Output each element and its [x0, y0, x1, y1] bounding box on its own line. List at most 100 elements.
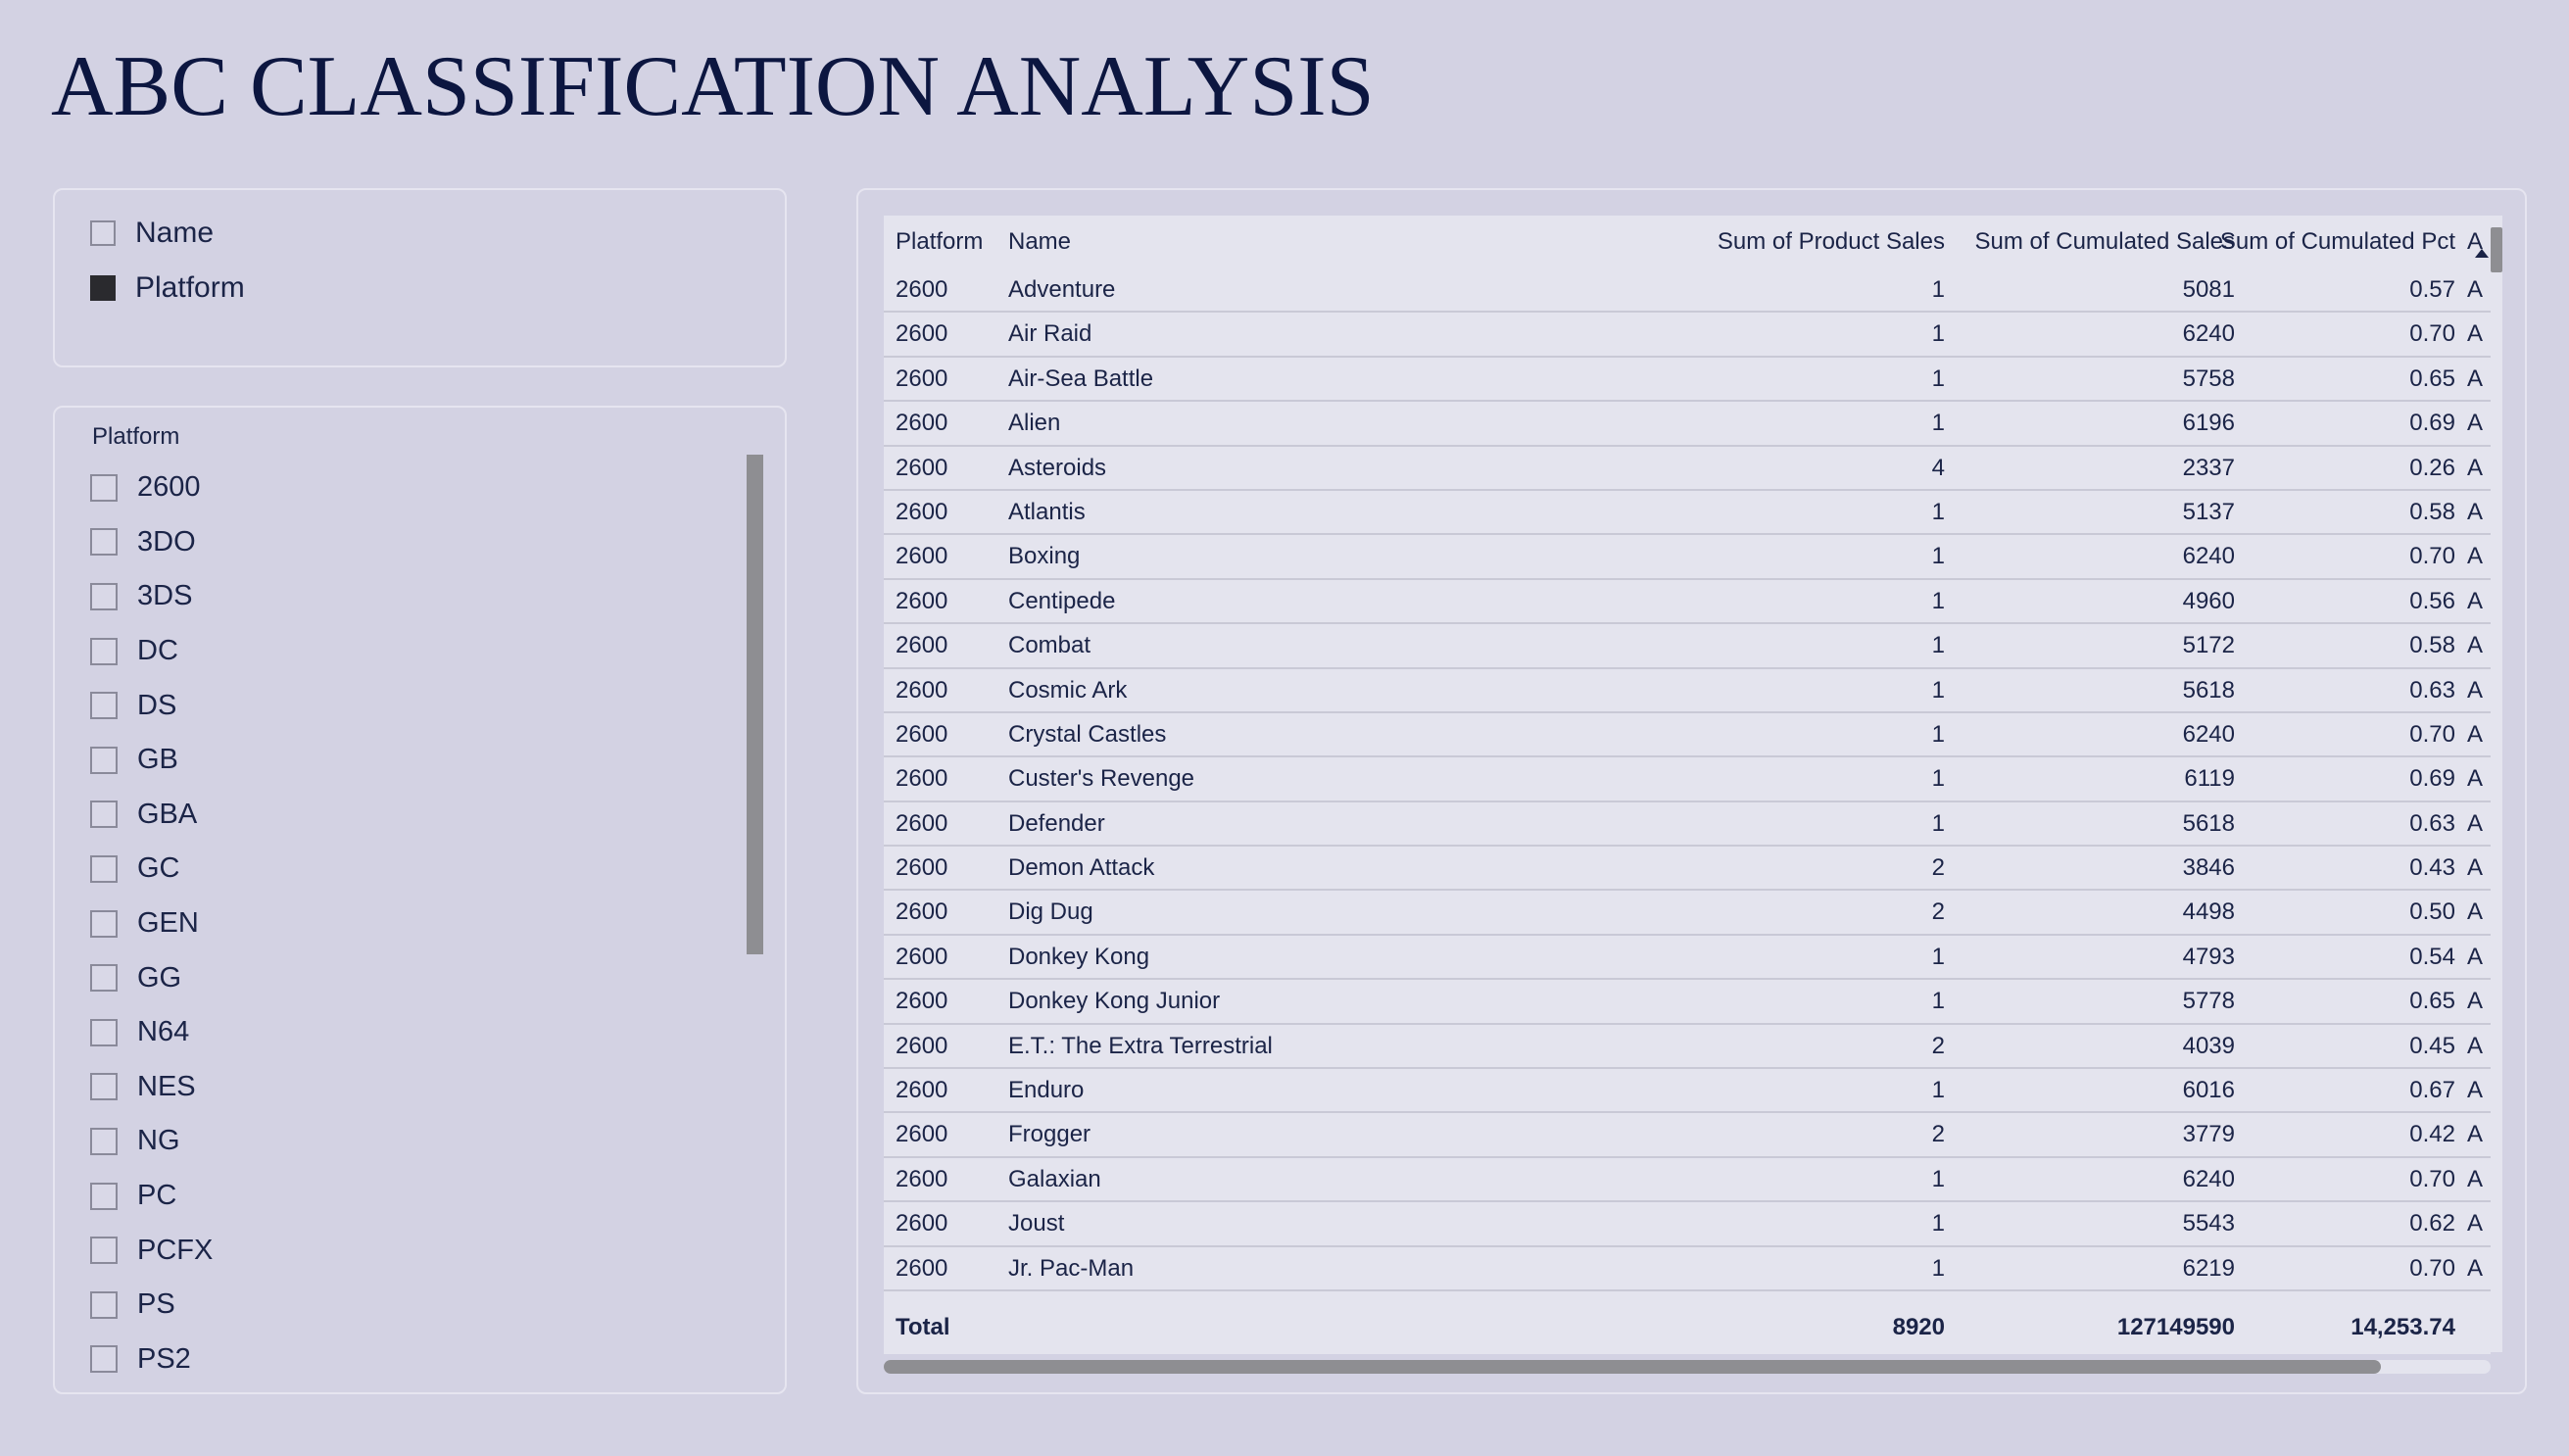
- slicer-item[interactable]: PS: [90, 1278, 213, 1333]
- checkbox[interactable]: [90, 1018, 118, 1046]
- cell-platform: 2600: [896, 632, 948, 659]
- cell-product-sales: 2: [1931, 1032, 1945, 1059]
- slicer-item[interactable]: 2600: [90, 461, 213, 515]
- checkbox-checked[interactable]: [90, 275, 116, 301]
- table-row[interactable]: 2600 Alien 1 6196 0.69 A: [884, 402, 2491, 447]
- cell-product-sales: 1: [1931, 1077, 1945, 1104]
- table-horizontal-scrollbar[interactable]: [884, 1360, 2491, 1374]
- table-row[interactable]: 2600 Enduro 1 6016 0.67 A: [884, 1069, 2491, 1114]
- column-header-abc[interactable]: A: [2467, 228, 2484, 255]
- table-row[interactable]: 2600 Air Raid 1 6240 0.70 A: [884, 313, 2491, 358]
- column-header-name[interactable]: Name: [1008, 228, 1072, 255]
- table-row[interactable]: 2600 Galaxian 1 6240 0.70 A: [884, 1158, 2491, 1203]
- slicer-item[interactable]: PS2: [90, 1333, 213, 1387]
- slicer-item[interactable]: NG: [90, 1114, 213, 1169]
- table-row[interactable]: 2600 Cosmic Ark 1 5618 0.63 A: [884, 669, 2491, 713]
- table-row[interactable]: 2600 Jr. Pac-Man 1 6219 0.70 A: [884, 1247, 2491, 1291]
- cell-product-sales: 1: [1931, 988, 1945, 1015]
- checkbox[interactable]: [90, 528, 118, 557]
- slicer-item[interactable]: PC: [90, 1169, 213, 1224]
- table-row[interactable]: 2600 Combat 1 5172 0.58 A: [884, 624, 2491, 669]
- cell-platform: 2600: [896, 765, 948, 793]
- checkbox[interactable]: [90, 1073, 118, 1101]
- checkbox[interactable]: [90, 692, 118, 720]
- cell-product-sales: 2: [1931, 854, 1945, 882]
- checkbox[interactable]: [90, 1237, 118, 1265]
- table-row[interactable]: 2600 Frogger 2 3779 0.42 A: [884, 1113, 2491, 1158]
- cell-platform: 2600: [896, 1210, 948, 1238]
- table-row[interactable]: 2600 Crystal Castles 1 6240 0.70 A: [884, 713, 2491, 758]
- table-row[interactable]: 2600 Boxing 1 6240 0.70 A: [884, 535, 2491, 580]
- cell-cumulated-pct: 0.65: [2409, 988, 2455, 1015]
- cell-platform: 2600: [896, 1077, 948, 1104]
- column-header-cumulated-sales[interactable]: Sum of Cumulated Sales: [1974, 228, 2235, 255]
- field-option-name[interactable]: Name: [90, 214, 214, 253]
- cell-abc-class: A: [2467, 854, 2484, 882]
- cell-cumulated-sales: 6219: [2182, 1254, 2235, 1282]
- slicer-item[interactable]: DS: [90, 678, 213, 733]
- table-row[interactable]: 2600 Donkey Kong Junior 1 5778 0.65 A: [884, 980, 2491, 1025]
- checkbox[interactable]: [90, 473, 118, 502]
- checkbox[interactable]: [90, 1127, 118, 1155]
- cell-product-sales: 4: [1931, 454, 1945, 481]
- slicer-item[interactable]: N64: [90, 1005, 213, 1060]
- table-row[interactable]: 2600 Air-Sea Battle 1 5758 0.65 A: [884, 358, 2491, 403]
- slicer-item[interactable]: 3DS: [90, 569, 213, 624]
- checkbox[interactable]: [90, 1182, 118, 1210]
- slicer-header: Platform: [92, 423, 180, 450]
- checkbox[interactable]: [90, 964, 118, 993]
- column-header-product-sales[interactable]: Sum of Product Sales: [1717, 228, 1945, 255]
- checkbox[interactable]: [90, 746, 118, 774]
- checkbox[interactable]: [90, 637, 118, 665]
- table-row[interactable]: 2600 Custer's Revenge 1 6119 0.69 A: [884, 757, 2491, 802]
- field-option-platform[interactable]: Platform: [90, 268, 245, 308]
- table-row[interactable]: 2600 Defender 1 5618 0.63 A: [884, 802, 2491, 848]
- table-row[interactable]: 2600 Centipede 1 4960 0.56 A: [884, 580, 2491, 625]
- cell-platform: 2600: [896, 454, 948, 481]
- table-row[interactable]: 2600 Dig Dug 2 4498 0.50 A: [884, 891, 2491, 936]
- checkbox[interactable]: [90, 220, 116, 246]
- slicer-item[interactable]: GG: [90, 950, 213, 1005]
- table-vertical-scrollbar[interactable]: [2491, 216, 2502, 1352]
- sort-ascending-icon[interactable]: [2475, 249, 2489, 258]
- slicer-item-label: NG: [137, 1125, 180, 1157]
- table-row[interactable]: 2600 Donkey Kong 1 4793 0.54 A: [884, 936, 2491, 981]
- table-row[interactable]: 2600 Atlantis 1 5137 0.58 A: [884, 491, 2491, 536]
- checkbox[interactable]: [90, 582, 118, 610]
- table-row[interactable]: 2600 E.T.: The Extra Terrestrial 2 4039 0.45…: [884, 1025, 2491, 1070]
- cell-platform: 2600: [896, 587, 948, 614]
- scrollbar-thumb[interactable]: [2491, 227, 2502, 272]
- cell-product-sales: 1: [1931, 364, 1945, 392]
- table-row[interactable]: 2600 Adventure 1 5081 0.57 A: [884, 268, 2491, 314]
- cell-abc-class: A: [2467, 454, 2484, 481]
- cell-name: Adventure: [1008, 276, 1116, 303]
- checkbox[interactable]: [90, 1290, 118, 1319]
- slicer-item-label: N64: [137, 1016, 190, 1048]
- slicer-item[interactable]: NES: [90, 1060, 213, 1115]
- slicer-item[interactable]: GC: [90, 842, 213, 897]
- slicer-item[interactable]: GB: [90, 733, 213, 788]
- slicer-item[interactable]: GEN: [90, 897, 213, 951]
- cell-cumulated-pct: 0.63: [2409, 676, 2455, 704]
- slicer-item[interactable]: DC: [90, 624, 213, 679]
- slicer-scrollbar[interactable]: [747, 455, 763, 954]
- table-row[interactable]: 2600 Asteroids 4 2337 0.26 A: [884, 447, 2491, 491]
- checkbox[interactable]: [90, 801, 118, 829]
- cell-product-sales: 1: [1931, 1254, 1945, 1282]
- cell-cumulated-sales: 6240: [2182, 320, 2235, 348]
- table-row[interactable]: 2600 Demon Attack 2 3846 0.43 A: [884, 847, 2491, 892]
- slicer-item[interactable]: 3DO: [90, 515, 213, 570]
- cell-name: Cosmic Ark: [1008, 676, 1128, 704]
- checkbox[interactable]: [90, 854, 118, 883]
- checkbox[interactable]: [90, 909, 118, 938]
- cell-name: Alien: [1008, 410, 1061, 437]
- column-header-cumulated-pct[interactable]: Sum of Cumulated Pct: [2219, 228, 2455, 255]
- table-row[interactable]: 2600 Joust 1 5543 0.62 A: [884, 1202, 2491, 1247]
- slicer-item[interactable]: GBA: [90, 788, 213, 843]
- checkbox[interactable]: [90, 1345, 118, 1374]
- cell-cumulated-pct: 0.70: [2409, 720, 2455, 748]
- slicer-item[interactable]: PCFX: [90, 1223, 213, 1278]
- column-header-platform[interactable]: Platform: [896, 228, 984, 255]
- scrollbar-thumb[interactable]: [884, 1360, 2381, 1374]
- cell-product-sales: 1: [1931, 276, 1945, 303]
